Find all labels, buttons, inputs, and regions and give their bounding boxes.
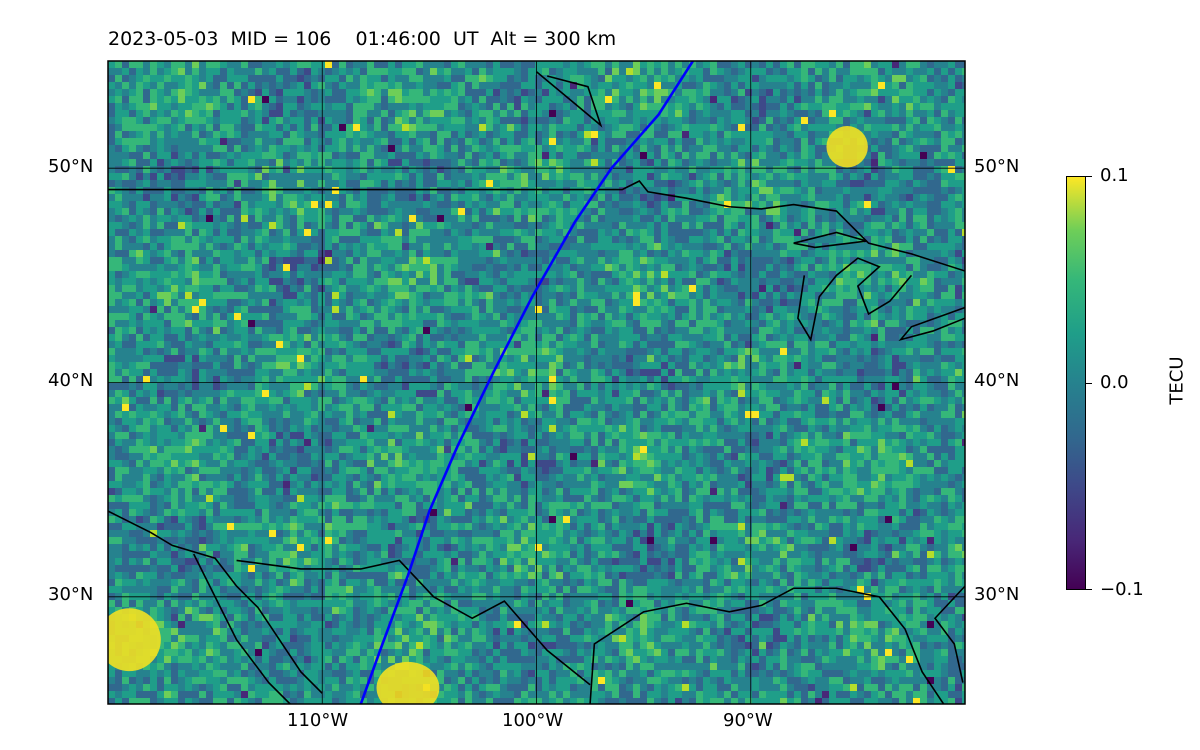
colorbar-label-min: −0.1 xyxy=(1100,579,1144,600)
colorbar-unit: TECU xyxy=(1166,356,1188,405)
colorbar-label-zero: 0.0 xyxy=(1100,372,1129,393)
coastline-segment xyxy=(192,553,291,704)
tec-heatmap xyxy=(108,61,965,704)
graticule xyxy=(108,61,965,704)
coastline-segment xyxy=(108,180,965,272)
coastline-segment xyxy=(797,257,913,342)
lon-label-100w: 100°W xyxy=(502,710,564,731)
lat-label-40n-right: 40°N xyxy=(974,370,1020,391)
colorbar xyxy=(1066,176,1086,590)
lat-label-30n-left: 30°N xyxy=(48,584,94,605)
lat-label-50n-left: 50°N xyxy=(48,156,94,177)
coastline-segment xyxy=(933,585,965,683)
map-title: 2023-05-03 MID = 106 01:46:00 UT Alt = 3… xyxy=(108,28,617,50)
satellite-track xyxy=(359,61,694,704)
coastline-segment xyxy=(535,71,603,128)
lon-label-90w: 90°W xyxy=(723,710,773,731)
lat-label-50n-right: 50°N xyxy=(974,156,1020,177)
colorbar-tick-top xyxy=(1086,176,1092,177)
map-frame xyxy=(107,60,966,705)
colorbar-label-max: 0.1 xyxy=(1100,165,1129,186)
coastline-segment xyxy=(898,306,965,342)
colorbar-tick-mid xyxy=(1086,383,1092,384)
colorbar-tick-bottom xyxy=(1086,589,1092,590)
lon-label-110w: 110°W xyxy=(287,710,349,731)
coastline-segment xyxy=(108,510,323,694)
coastline-segment xyxy=(793,231,867,249)
lat-label-30n-right: 30°N xyxy=(974,584,1020,605)
lat-label-40n-left: 40°N xyxy=(48,370,94,391)
